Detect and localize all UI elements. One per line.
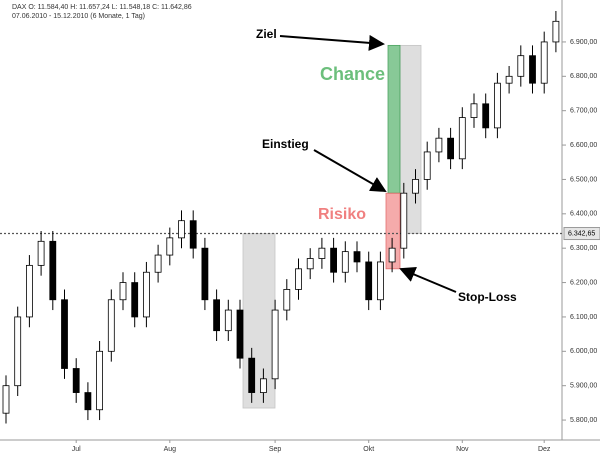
candle-body (189, 220, 197, 249)
y-tick-label: 6.000,00 (570, 348, 597, 355)
candle-body (25, 264, 33, 318)
candle-body (529, 55, 536, 84)
candle-body (505, 75, 513, 84)
candle-body (154, 254, 162, 273)
candle-body (49, 240, 57, 301)
candle-body (447, 137, 455, 160)
candle-body (330, 247, 338, 273)
candle-body (365, 261, 373, 301)
y-tick-label: 6.500,00 (570, 176, 597, 183)
candle-body (72, 368, 80, 393)
candle-body (400, 192, 408, 249)
candle-body (2, 385, 10, 414)
candle-body (107, 299, 115, 352)
candle-body (376, 261, 384, 301)
candle-body (412, 179, 419, 194)
candle-body (552, 20, 560, 43)
level-label: 6.342,65 (568, 230, 595, 237)
candle-body (142, 271, 150, 318)
candle-body (14, 316, 22, 387)
arrow (399, 267, 457, 293)
y-tick-label: 6.100,00 (570, 314, 597, 321)
y-tick-label: 5.800,00 (570, 417, 597, 424)
y-tick-label: 6.700,00 (570, 108, 597, 115)
header: 07.06.2010 - 15.12.2010 (6 Monate, 1 Tag… (12, 13, 145, 20)
candle-body (458, 117, 466, 160)
y-tick-label: 6.300,00 (570, 245, 597, 252)
candle-body (61, 299, 68, 369)
annotation: Risiko (318, 206, 366, 223)
annotation: Einstieg (262, 137, 309, 151)
arrow (313, 149, 387, 193)
candle-body (435, 137, 443, 153)
candle-body (236, 309, 244, 359)
candle-body (423, 151, 431, 180)
candle-body (295, 268, 302, 290)
candle-body (540, 41, 548, 84)
candle-body (166, 237, 174, 256)
candle-body (283, 289, 291, 311)
candle-body (96, 350, 103, 411)
zone (242, 233, 276, 409)
candle-body (353, 251, 361, 263)
candle-body (341, 251, 349, 273)
arrow (279, 34, 385, 51)
x-tick-label: Okt (363, 446, 374, 453)
x-tick-label: Aug (164, 446, 177, 453)
candle-body (119, 282, 127, 301)
candle-body (178, 220, 185, 239)
candle-body (131, 282, 139, 318)
candle-body (470, 103, 478, 118)
candle-body (493, 82, 501, 129)
candle-body (248, 357, 256, 393)
x-tick-label: Dez (538, 446, 551, 453)
x-tick-label: Jul (72, 446, 81, 453)
candle-body (482, 103, 490, 129)
y-tick-label: 6.600,00 (570, 142, 597, 149)
annotation: Stop-Loss (458, 290, 517, 304)
x-tick-label: Sep (269, 446, 282, 453)
annotation: Chance (320, 64, 385, 84)
candle-body (306, 258, 314, 270)
candle-body (388, 247, 396, 263)
y-tick-label: 6.200,00 (570, 279, 597, 286)
candle-body (84, 392, 92, 411)
zone (387, 44, 401, 194)
candle-body (224, 309, 232, 332)
candle-body (271, 309, 279, 380)
x-tick-label: Nov (456, 446, 469, 453)
annotation: Ziel (256, 27, 277, 41)
level-box (563, 227, 600, 241)
y-tick-label: 6.900,00 (570, 39, 597, 46)
header: DAX O: 11.584,40 H: 11.657,24 L: 11.548,… (12, 4, 192, 11)
candle-body (259, 378, 267, 393)
y-tick-label: 6.400,00 (570, 211, 597, 218)
y-tick-label: 5.900,00 (570, 383, 597, 390)
candle-body (213, 299, 221, 332)
candle-body (37, 240, 45, 266)
y-tick-label: 6.800,00 (570, 73, 597, 80)
candle-body (201, 247, 209, 301)
candle-body (517, 55, 525, 77)
candle-body (318, 247, 326, 259)
